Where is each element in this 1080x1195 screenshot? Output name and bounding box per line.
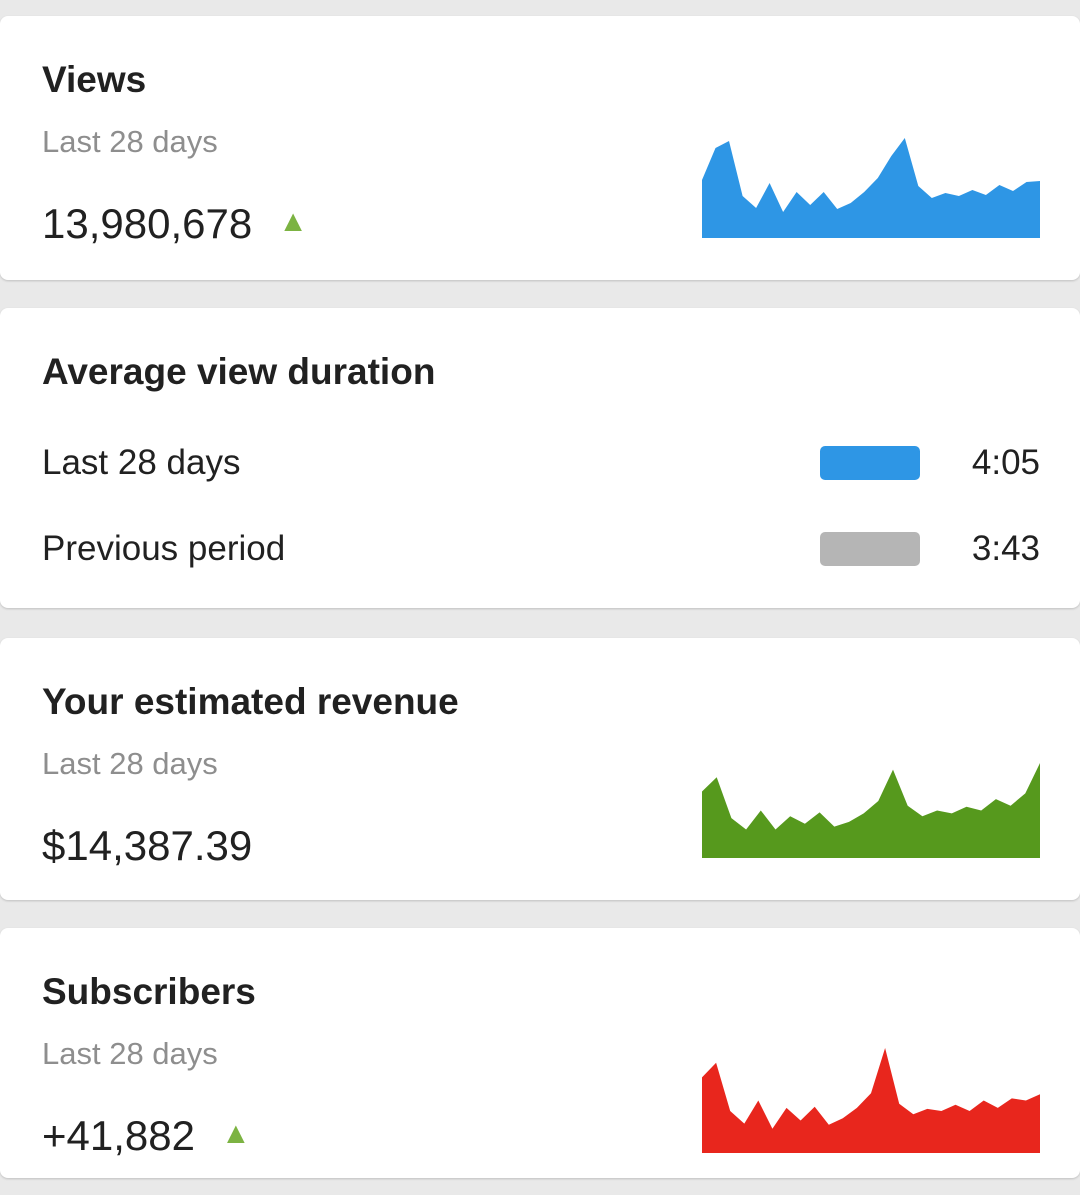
duration-row-label: Last 28 days	[42, 442, 241, 482]
duration-bar-current	[820, 445, 920, 480]
duration-value-current: 4:05	[971, 442, 1040, 482]
subscribers-card-title: Subscribers	[42, 971, 256, 1012]
subscribers-card-subtitle: Last 28 days	[42, 1035, 218, 1071]
average-view-duration-card[interactable]: Average view duration Last 28 days 4:05 …	[0, 308, 1080, 608]
duration-bar-previous	[820, 531, 920, 566]
duration-value-previous: 3:43	[971, 528, 1040, 568]
average-view-duration-title: Average view duration	[42, 351, 436, 392]
duration-row-previous: Previous period 3:43	[42, 529, 1040, 569]
duration-row-label: Previous period	[42, 528, 286, 568]
subscribers-card[interactable]: Subscribers Last 28 days +41,882 ▲	[0, 928, 1080, 1178]
estimated-revenue-value: $14,387.39	[42, 821, 253, 869]
revenue-sparkline-chart	[702, 763, 1040, 858]
views-card[interactable]: Views Last 28 days 13,980,678 ▲	[0, 16, 1080, 280]
subscribers-sparkline-chart	[702, 1048, 1040, 1153]
duration-row-current: Last 28 days 4:05	[42, 443, 1040, 483]
views-card-title: Views	[42, 59, 147, 100]
estimated-revenue-subtitle: Last 28 days	[42, 745, 218, 781]
trend-up-icon: ▲	[221, 1116, 251, 1150]
estimated-revenue-card[interactable]: Your estimated revenue Last 28 days $14,…	[0, 638, 1080, 900]
trend-up-icon: ▲	[278, 204, 308, 238]
views-card-subtitle: Last 28 days	[42, 123, 218, 159]
subscribers-value: +41,882	[42, 1111, 195, 1159]
views-sparkline-chart	[702, 138, 1040, 238]
views-value: 13,980,678	[42, 199, 253, 247]
estimated-revenue-title: Your estimated revenue	[42, 681, 459, 722]
